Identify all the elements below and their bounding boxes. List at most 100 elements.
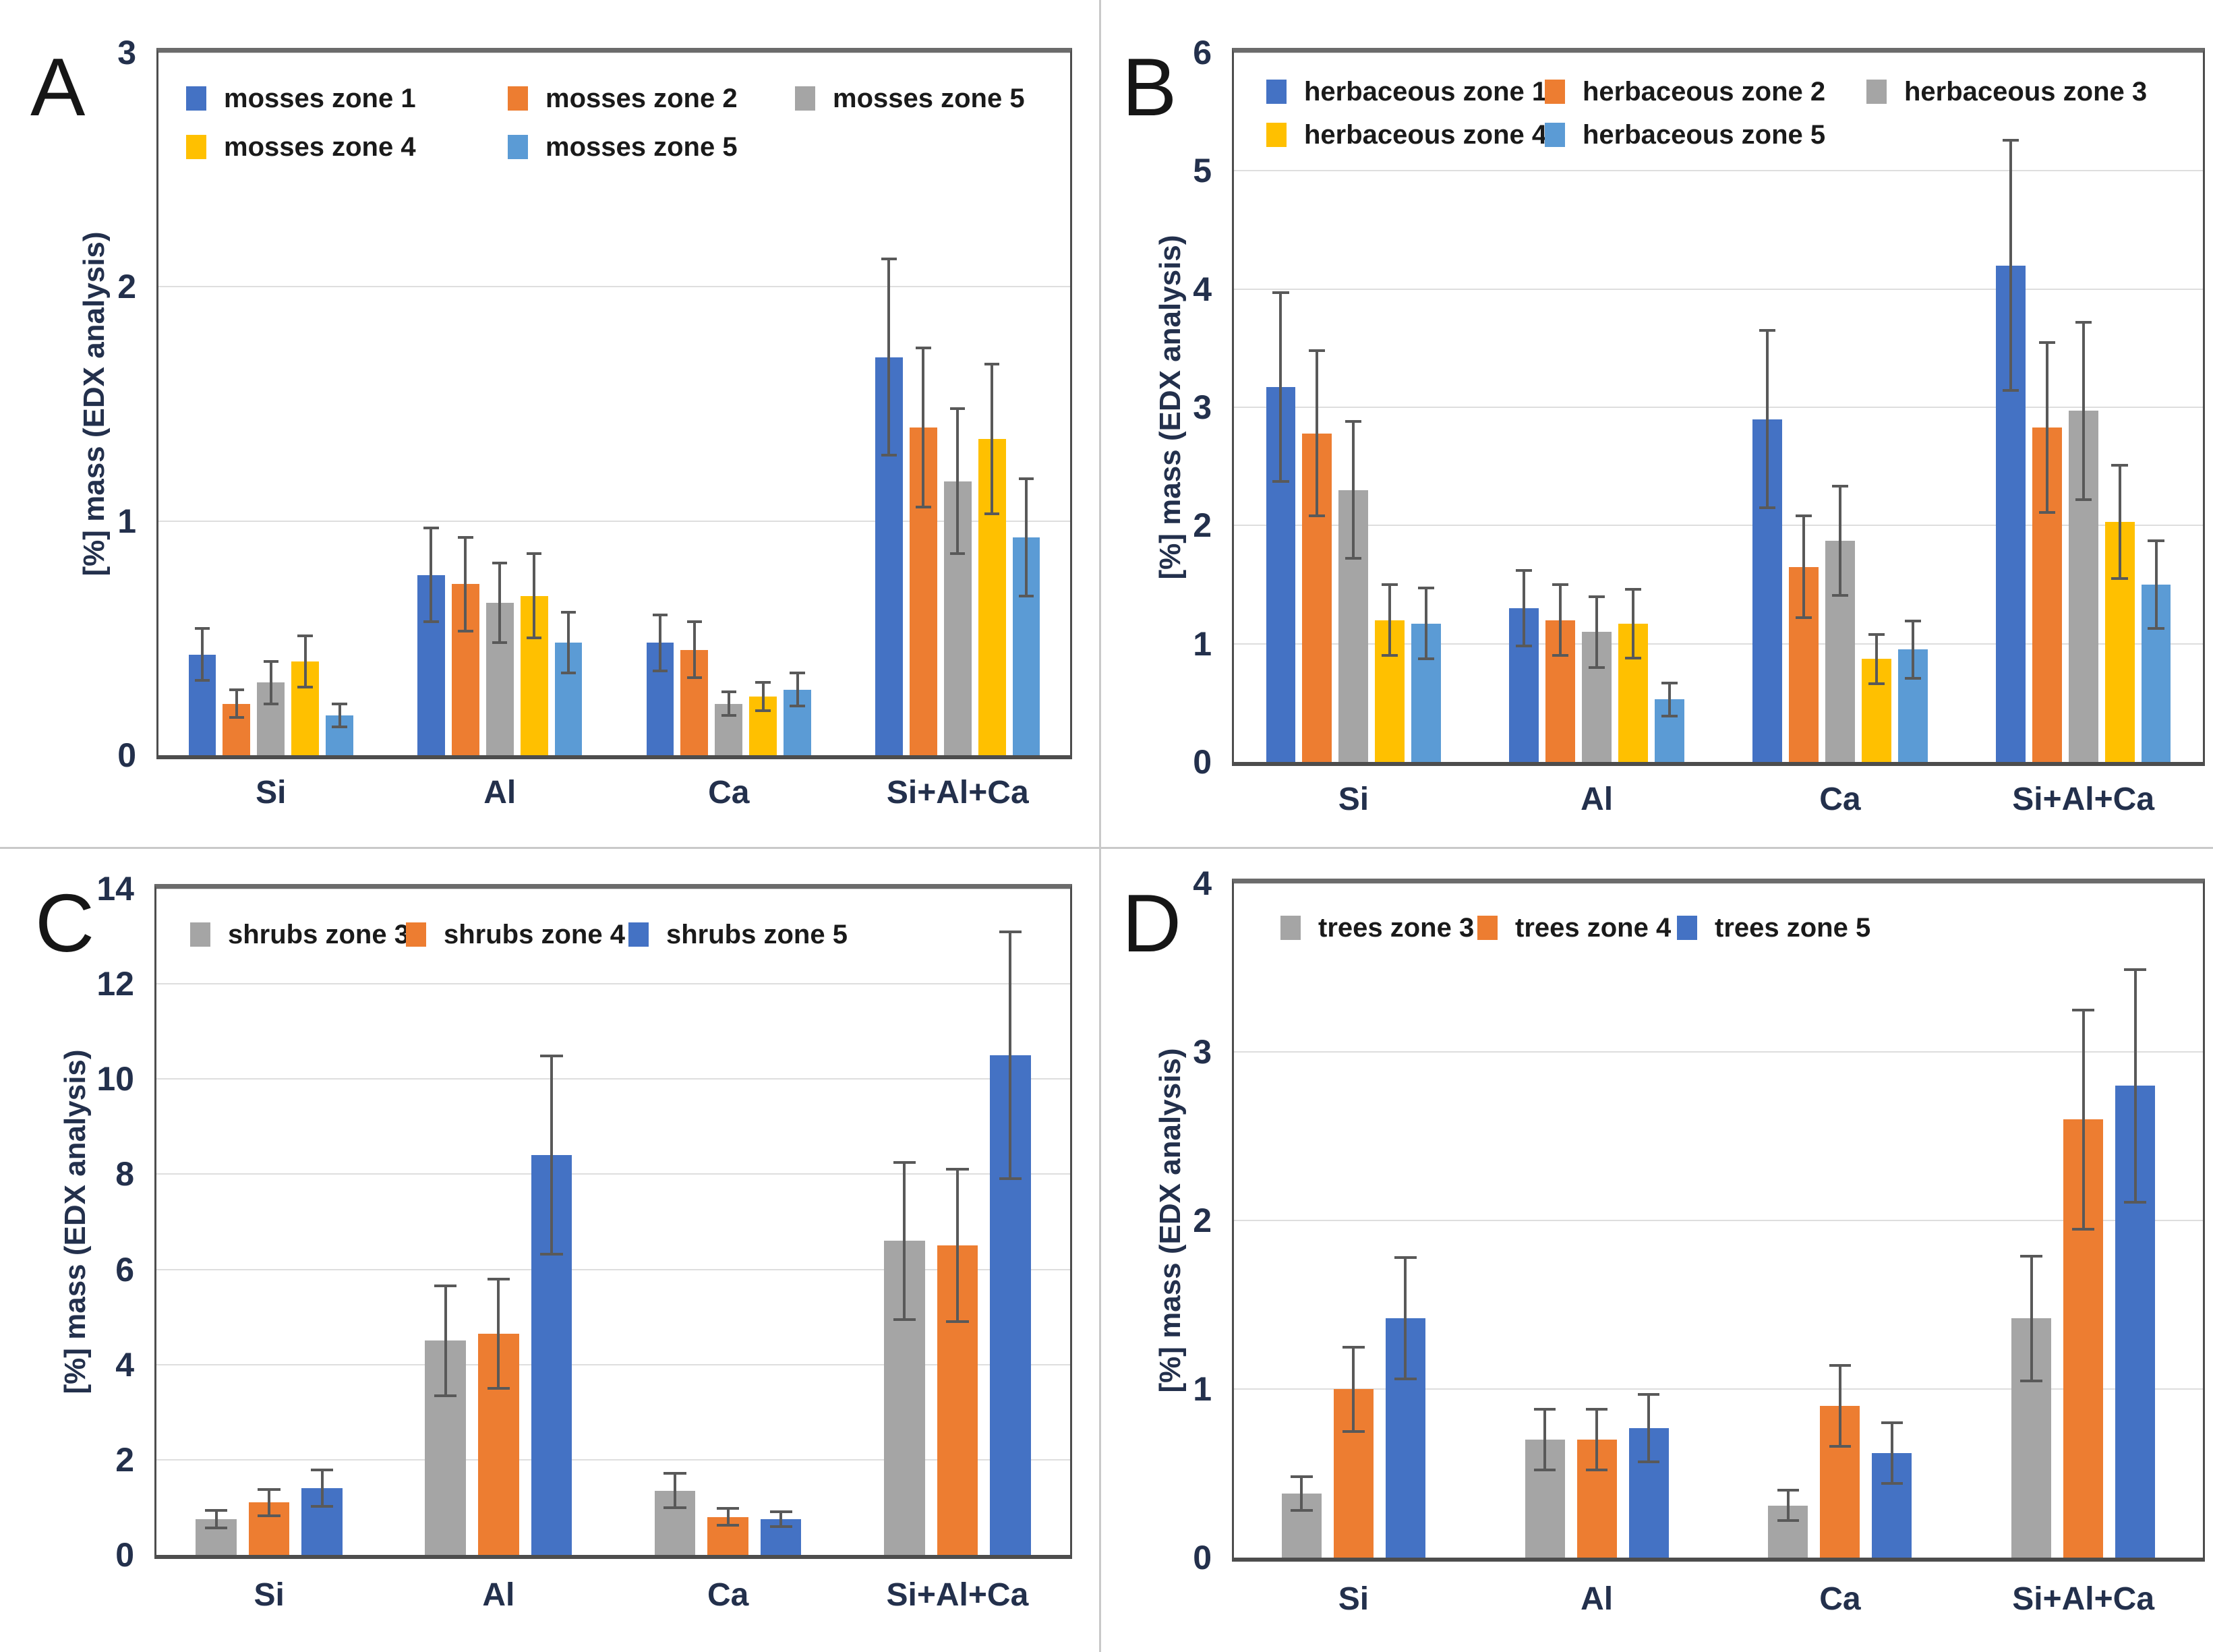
error-bar-cap-top [1777, 1489, 1800, 1492]
error-bar [1595, 596, 1599, 668]
error-bar-cap-top [229, 688, 245, 691]
error-bar [761, 682, 765, 711]
error-bar-cap-bottom [1831, 593, 1848, 597]
error-bar [922, 347, 925, 507]
error-bar [1647, 1394, 1651, 1462]
panel-C-gridline [154, 1363, 1072, 1365]
error-bar-cap-top [1382, 583, 1398, 586]
error-bar-cap-bottom [2002, 389, 2019, 392]
error-bar [1765, 330, 1769, 508]
error-bar [269, 661, 272, 704]
panel-B-x-category-label: Si+Al+Ca [2012, 781, 2155, 817]
error-bar [235, 689, 238, 718]
error-bar-cap-top [332, 702, 347, 705]
error-bar [1632, 589, 1635, 658]
error-bar [497, 1278, 500, 1388]
panel-B-y-tick-label: 2 [1193, 506, 1212, 545]
panel-C-y-tick-label: 10 [96, 1060, 134, 1098]
error-bar [2154, 541, 2158, 628]
panel-C-y-tick-label: 2 [115, 1440, 134, 1479]
error-bar-cap-bottom [1777, 1519, 1800, 1522]
panel-D-y-tick-label: 1 [1193, 1370, 1212, 1408]
error-bar [1595, 1409, 1599, 1470]
panel-A-gridline [156, 520, 1072, 522]
error-bar [1911, 621, 1914, 678]
error-bar-cap-bottom [1585, 1469, 1608, 1471]
panel-D-gridline [1232, 1388, 2205, 1390]
error-bar-cap-bottom [311, 1505, 334, 1508]
error-bar-cap-bottom [716, 1524, 740, 1527]
legend-item-shrubs-zone-4: shrubs zone 4 [406, 920, 689, 952]
legend-swatch [508, 86, 528, 111]
panel-A-gridline [156, 286, 1072, 288]
error-bar [2118, 465, 2121, 579]
error-bar [1352, 421, 1355, 559]
panel-C-plot-border [154, 884, 1072, 1559]
panel-B-y-tick-label: 3 [1193, 388, 1212, 426]
error-bar-cap-bottom [2124, 1200, 2146, 1204]
error-bar [2133, 969, 2137, 1202]
panel-A-letter: A [30, 41, 86, 133]
error-bar [1838, 486, 1841, 595]
legend-label: mosses zone 1 [224, 84, 416, 113]
panel-B-y-tick-label: 0 [1193, 743, 1212, 781]
panel-C-y-tick-label: 12 [96, 965, 134, 1003]
legend-item-herbaceous-zone-1: herbaceous zone 1 [1266, 77, 1550, 109]
legend-item-herbaceous-zone-4: herbaceous zone 4 [1266, 120, 1550, 152]
panel-B-gridline [1232, 52, 2205, 53]
error-bar-cap-top [1309, 349, 1326, 352]
legend-item-mosses-zone-2: mosses zone 2 [508, 84, 791, 116]
error-bar-cap-top [1589, 595, 1605, 598]
legend-item-mosses-zone-5: mosses zone 5 [795, 84, 1078, 116]
error-bar-cap-bottom [1272, 480, 1289, 483]
error-bar-cap-top [194, 627, 210, 630]
panel-C-y-tick-label: 8 [115, 1155, 134, 1193]
error-bar-cap-bottom [790, 705, 805, 708]
legend-swatch [190, 922, 210, 947]
error-bar-cap-bottom [984, 512, 1000, 516]
panel-A-x-category-label: Ca [708, 775, 750, 810]
error-bar-cap-top [560, 611, 577, 614]
error-bar [214, 1510, 218, 1529]
error-bar [303, 635, 307, 688]
error-bar-cap-bottom [560, 672, 577, 675]
error-bar [779, 1511, 783, 1527]
error-bar [2045, 342, 2048, 513]
error-bar-cap-top [881, 257, 897, 260]
legend-swatch [508, 135, 528, 159]
error-bar-cap-top [297, 634, 313, 637]
error-bar-cap-bottom [686, 676, 703, 680]
legend-label: shrubs zone 3 [228, 920, 409, 949]
legend-item-mosses-zone-5: mosses zone 5 [508, 132, 791, 165]
legend-swatch [1545, 123, 1565, 147]
error-bar [727, 692, 730, 715]
error-bar-cap-bottom [1624, 656, 1642, 659]
error-bar-cap-top [1418, 587, 1435, 590]
panel-C-gridline [154, 1173, 1072, 1175]
panel-B-gridline [1232, 525, 2205, 527]
error-bar [338, 703, 341, 728]
error-bar [796, 673, 799, 707]
legend-label: trees zone 5 [1715, 913, 1871, 943]
error-bar-cap-top [1624, 588, 1642, 591]
panel-C-y-axis-label: [%] mass (EDX analysis) [59, 1049, 92, 1394]
error-bar-cap-bottom [1342, 1429, 1365, 1433]
error-bar [1875, 634, 1878, 684]
error-bar-cap-top [1637, 1392, 1660, 1396]
error-bar [1009, 931, 1012, 1179]
legend-swatch [1545, 80, 1565, 104]
panel-C-x-category-label: Si+Al+Ca [886, 1577, 1029, 1613]
error-bar-cap-bottom [2075, 498, 2092, 501]
error-bar-cap-top [1661, 681, 1678, 684]
error-bar-cap-top [423, 527, 439, 530]
legend-item-herbaceous-zone-3: herbaceous zone 3 [1866, 77, 2150, 109]
panel-C-y-tick-label: 0 [115, 1536, 134, 1574]
error-bar-cap-bottom [1018, 594, 1034, 597]
error-bar-cap-bottom [1533, 1469, 1556, 1471]
error-bar-cap-bottom [1309, 514, 1326, 518]
error-bar-cap-top [487, 1277, 510, 1280]
legend-item-mosses-zone-1: mosses zone 1 [186, 84, 469, 116]
panel-C-x-category-label: Al [482, 1577, 515, 1613]
error-bar [1890, 1423, 1893, 1483]
error-bar-cap-top [1342, 1345, 1365, 1349]
